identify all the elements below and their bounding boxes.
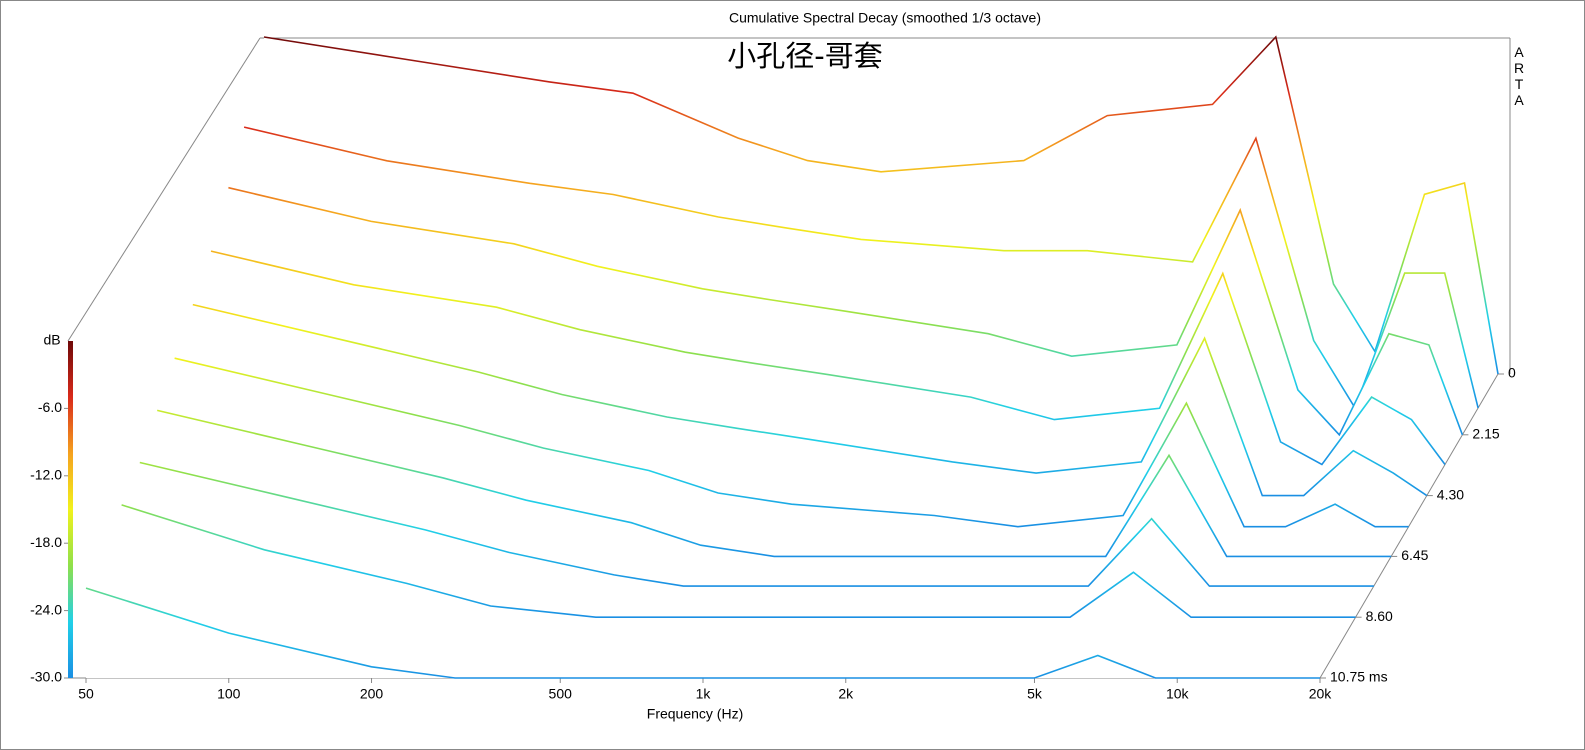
z-tick-label: 0 bbox=[1508, 365, 1516, 381]
x-tick-label: 2k bbox=[838, 686, 854, 702]
x-tick-label: 50 bbox=[78, 686, 94, 702]
z-tick-label: 2.15 bbox=[1472, 426, 1499, 442]
slice-fill bbox=[174, 358, 1409, 527]
x-axis-label: Frequency (Hz) bbox=[647, 706, 743, 722]
y-tick-label: -18.0 bbox=[30, 534, 62, 550]
slice-fill bbox=[121, 504, 1356, 618]
chart-title: Cumulative Spectral Decay (smoothed 1/3 … bbox=[729, 10, 1041, 26]
x-tick-label: 200 bbox=[360, 686, 384, 702]
y-tick-label: -24.0 bbox=[30, 601, 62, 617]
z-tick-label: 6.45 bbox=[1401, 547, 1428, 563]
brand-label: ARTA bbox=[1511, 44, 1527, 108]
z-tick-label: 8.60 bbox=[1366, 608, 1393, 624]
slice-fill bbox=[157, 410, 1392, 557]
slice-line bbox=[210, 250, 1446, 466]
x-tick-label: 500 bbox=[549, 686, 573, 702]
slice-line bbox=[139, 461, 1374, 587]
z-tick-label: 10.75 ms bbox=[1330, 669, 1388, 685]
slice-fill bbox=[86, 588, 1320, 678]
slice-fill bbox=[139, 462, 1374, 587]
y-tick-label: -12.0 bbox=[30, 467, 62, 483]
slice-line bbox=[228, 186, 1464, 437]
slice-line bbox=[121, 504, 1356, 618]
plot-area: -30.0 -24.0 -18.0 -12.0 -6.0 50 100 200 500 1k 2k 5… bbox=[30, 35, 1516, 702]
slice-line bbox=[263, 35, 1499, 375]
slice-line bbox=[85, 587, 1320, 679]
chart-subtitle: 小孔径-哥套 bbox=[727, 39, 882, 73]
y-axis-label: dB bbox=[43, 332, 60, 348]
slice-line bbox=[243, 126, 1479, 410]
colorbar bbox=[68, 341, 73, 678]
x-tick-label: 10k bbox=[1166, 686, 1190, 702]
axis-line bbox=[1319, 373, 1499, 679]
y-tick-label: -6.0 bbox=[38, 399, 62, 415]
z-tick-label: 4.30 bbox=[1437, 486, 1464, 502]
x-tick-label: 100 bbox=[217, 686, 241, 702]
slice-line bbox=[157, 409, 1392, 558]
x-tick-label: 1k bbox=[696, 686, 712, 702]
axis-line bbox=[67, 37, 261, 342]
y-tick-label: -30.0 bbox=[30, 669, 62, 685]
slice-line bbox=[192, 303, 1428, 497]
slice-line bbox=[174, 357, 1409, 528]
x-tick-label: 20k bbox=[1309, 686, 1333, 702]
x-tick-label: 5k bbox=[1027, 686, 1043, 702]
